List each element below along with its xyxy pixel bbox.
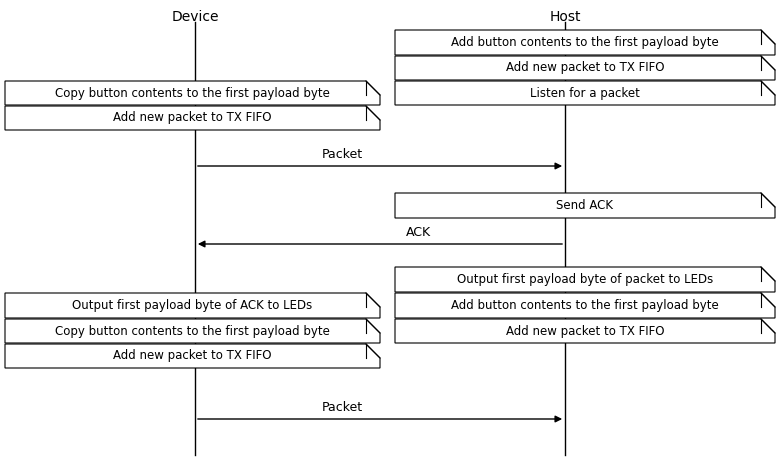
Polygon shape — [395, 56, 775, 80]
Text: Output first payload byte of ACK to LEDs: Output first payload byte of ACK to LEDs — [73, 299, 313, 312]
Polygon shape — [5, 319, 380, 343]
Text: Add new packet to TX FIFO: Add new packet to TX FIFO — [113, 111, 271, 124]
Polygon shape — [395, 293, 775, 318]
Text: Copy button contents to the first payload byte: Copy button contents to the first payloa… — [55, 324, 330, 338]
Text: Listen for a packet: Listen for a packet — [530, 86, 640, 99]
Text: Add new packet to TX FIFO: Add new packet to TX FIFO — [505, 61, 665, 74]
Polygon shape — [395, 81, 775, 105]
Polygon shape — [5, 81, 380, 105]
Polygon shape — [395, 30, 775, 55]
Text: Add new packet to TX FIFO: Add new packet to TX FIFO — [113, 349, 271, 363]
Text: Packet: Packet — [321, 401, 363, 414]
Polygon shape — [395, 193, 775, 218]
Text: Packet: Packet — [321, 148, 363, 161]
Polygon shape — [5, 344, 380, 368]
Text: ACK: ACK — [406, 226, 431, 239]
Polygon shape — [395, 319, 775, 343]
Polygon shape — [5, 293, 380, 318]
Text: Output first payload byte of packet to LEDs: Output first payload byte of packet to L… — [457, 273, 713, 286]
Text: Send ACK: Send ACK — [556, 199, 614, 212]
Text: Device: Device — [172, 10, 218, 24]
Text: Host: Host — [549, 10, 581, 24]
Text: Add button contents to the first payload byte: Add button contents to the first payload… — [451, 36, 719, 49]
Text: Add button contents to the first payload byte: Add button contents to the first payload… — [451, 299, 719, 312]
Polygon shape — [395, 267, 775, 292]
Polygon shape — [5, 106, 380, 130]
Text: Add new packet to TX FIFO: Add new packet to TX FIFO — [505, 324, 665, 338]
Text: Copy button contents to the first payload byte: Copy button contents to the first payloa… — [55, 86, 330, 99]
